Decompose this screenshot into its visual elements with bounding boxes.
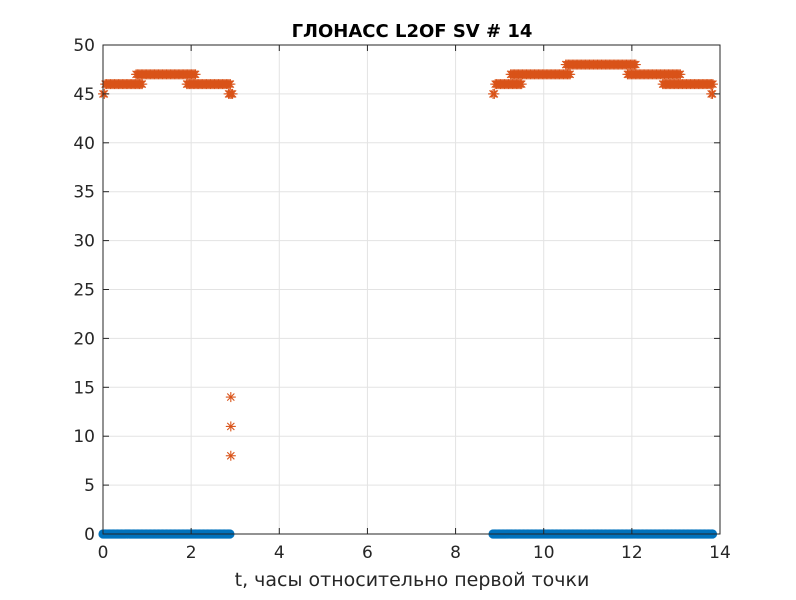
x-tick-label: 0: [98, 543, 109, 563]
x-tick-label: 14: [709, 543, 731, 563]
x-axis-label: t, часы относительно первой точки: [235, 569, 590, 591]
y-tick-label: 35: [73, 183, 95, 203]
data-point: [225, 392, 236, 403]
grid-lines: [102, 44, 721, 535]
data-point: [489, 88, 500, 99]
data-point: [227, 88, 238, 99]
data-point: [630, 59, 641, 70]
data-point: [137, 79, 148, 90]
y-tick-label: 30: [73, 232, 95, 252]
y-tick-label: 10: [73, 427, 95, 447]
data-point: [707, 79, 718, 90]
series-2-markers: [98, 59, 718, 461]
x-tick-label: 6: [362, 543, 373, 563]
data-point: [225, 450, 236, 461]
y-tick-label: 45: [73, 85, 95, 105]
data-point: [707, 88, 718, 99]
y-tick-label: 0: [84, 525, 95, 545]
data-point: [565, 69, 576, 80]
data-point: [516, 79, 527, 90]
data-point: [225, 421, 236, 432]
x-tick-label: 10: [533, 543, 555, 563]
x-tick-label: 12: [621, 543, 643, 563]
x-tick-label: 8: [450, 543, 461, 563]
y-tick-label: 50: [73, 36, 95, 56]
y-tick-label: 15: [73, 378, 95, 398]
y-tick-label: 25: [73, 281, 95, 301]
data-point: [675, 69, 686, 80]
x-tick-label: 4: [274, 543, 285, 563]
chart-title: ГЛОНАСС L2OF SV # 14: [292, 21, 533, 42]
y-tick-label: 40: [73, 134, 95, 154]
y-tick-label: 5: [84, 476, 95, 496]
x-tick-label: 2: [186, 543, 197, 563]
y-tick-label: 20: [73, 329, 95, 349]
axis-ticks: 0 2 4 6 8 10 12 14 0 5 10 15 20 25 30 35 40 45 50: [73, 36, 730, 563]
data-point: [190, 69, 201, 80]
data-point: [225, 79, 236, 90]
